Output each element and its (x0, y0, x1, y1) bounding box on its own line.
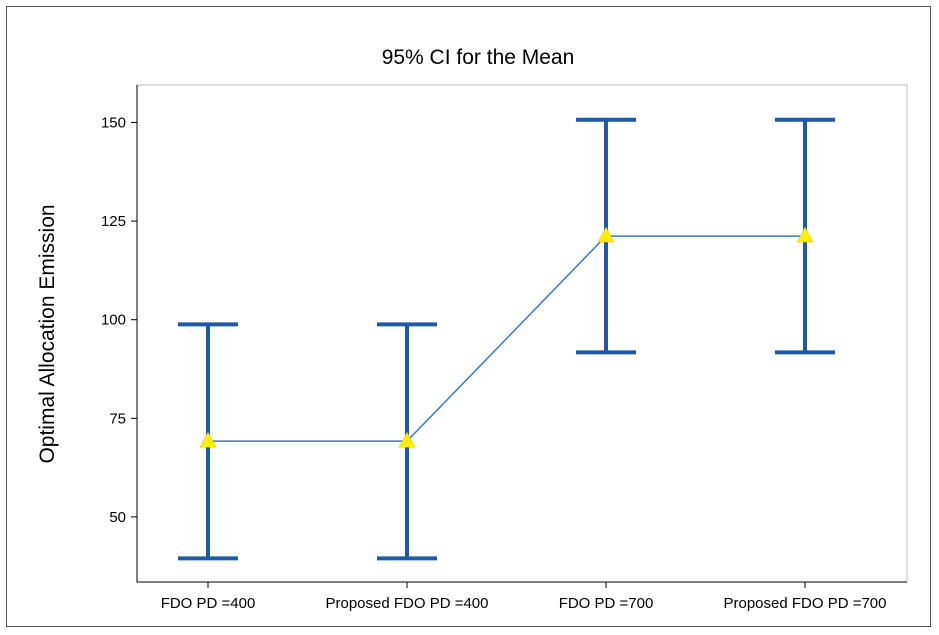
x-tick-label: FDO PD =400 (161, 595, 256, 612)
y-tick-label: 75 (109, 410, 126, 427)
x-tick-label: FDO PD =700 (559, 595, 654, 612)
x-ticks: FDO PD =400 Proposed FDO PD =400 FDO PD =7… (161, 582, 887, 612)
mean-marker (597, 226, 615, 243)
mean-marker (199, 431, 217, 448)
y-ticks: 50 75 100 125 150 (101, 114, 137, 526)
mean-markers (199, 226, 814, 448)
chart-title: 95% CI for the Mean (382, 46, 575, 69)
y-tick-label: 50 (109, 509, 126, 526)
x-tick-label: Proposed FDO PD =400 (325, 595, 488, 612)
mean-marker (796, 226, 814, 243)
mean-line (208, 235, 805, 442)
y-axis-label: Optimal Allocation Emission (36, 204, 59, 463)
plot-area (136, 84, 908, 583)
chart-frame (6, 6, 931, 627)
mean-line-group (208, 235, 805, 442)
y-tick-label: 125 (101, 213, 126, 230)
y-tick-label: 100 (101, 312, 126, 329)
mean-marker (398, 431, 416, 448)
y-tick-label: 150 (101, 114, 126, 131)
x-tick-label: Proposed FDO PD =700 (723, 595, 886, 612)
